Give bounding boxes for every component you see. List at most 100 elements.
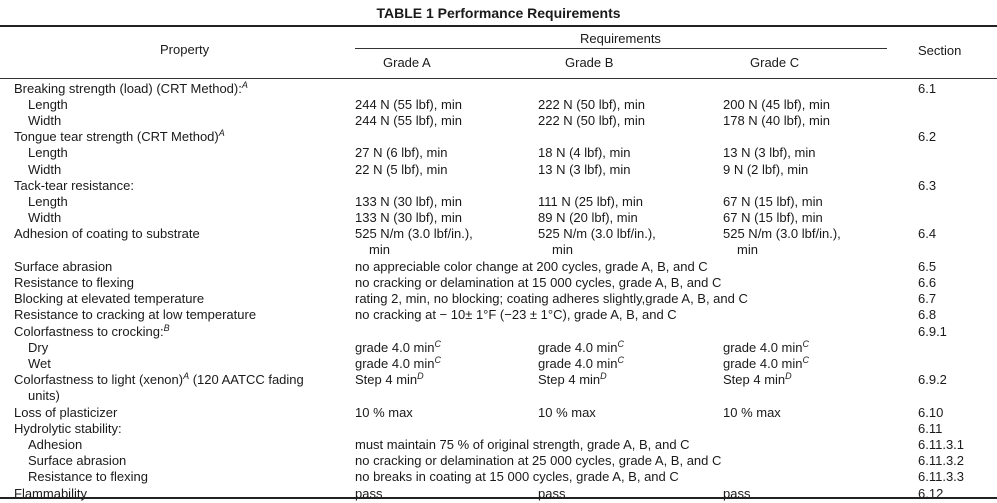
grade-c-value: 67 N (15 lbf), min [723, 210, 823, 226]
table-row: Length 133 N (30 lbf), min 111 N (25 lbf),… [0, 194, 997, 210]
requirement-all-grades: rating 2, min, no blocking; coating adhe… [355, 291, 748, 307]
grade-c-value: 67 N (15 lbf), min [723, 194, 823, 210]
grade-c-value: 178 N (40 lbf), min [723, 113, 830, 129]
property-label: Width [28, 210, 62, 226]
requirements-rule [355, 48, 887, 49]
header-section: Section [918, 43, 962, 58]
section-number: 6.1 [918, 80, 937, 96]
table-row: Resistance to flexing no breaks in coatin… [0, 469, 997, 485]
footnote-marker: C [434, 354, 442, 365]
section-number: 6.4 [918, 226, 937, 242]
property-label: Surface abrasion [14, 258, 113, 274]
value-text: Step 4 min [538, 372, 601, 388]
grade-a-value: 244 N (55 lbf), min [355, 97, 462, 113]
grade-a-value: 244 N (55 lbf), min [355, 113, 462, 129]
section-number: 6.2 [918, 129, 937, 145]
value-text: 111 N (25 lbf), min [538, 193, 644, 209]
value-text: 27 N (6 lbf), min [355, 145, 448, 161]
bottom-rule [0, 497, 997, 499]
property-cell: Surface abrasion [28, 453, 126, 469]
property-cell: Colorfastness to light (xenon)A (120 AAT… [14, 371, 304, 404]
grade-b-value: grade 4.0 minC [538, 338, 625, 356]
grade-c-value: 10 % max [723, 405, 781, 421]
section-number: 6.11.3.2 [918, 453, 965, 469]
section-number: 6.8 [918, 307, 937, 323]
footnote-marker: C [802, 354, 810, 365]
property-label: Tongue tear strength (CRT Method) [14, 129, 219, 145]
table-row: Width 133 N (30 lbf), min 89 N (20 lbf), m… [0, 210, 997, 226]
property-label: Loss of plasticizer [14, 404, 118, 420]
value-text: grade 4.0 min [355, 339, 435, 355]
property-label: Blocking at elevated temperature [14, 291, 205, 307]
grade-a-value: 22 N (5 lbf), min [355, 162, 447, 178]
header-property: Property [160, 42, 210, 57]
table-row: Tack-tear resistance: 6.3 [0, 178, 997, 194]
footnote-marker: C [617, 354, 625, 365]
section-number: 6.7 [918, 291, 937, 307]
property-cell: Wet [28, 356, 51, 372]
property-label: Wet [28, 355, 51, 371]
table-row: Blocking at elevated temperature rating 2… [0, 291, 997, 307]
value-text: pass [355, 485, 383, 501]
property-cell: Hydrolytic stability: [14, 421, 122, 437]
property-cell: Length [28, 194, 68, 210]
grade-a-value: grade 4.0 minC [355, 354, 442, 372]
requirement-all-grades: no cracking or delamination at 15 000 cy… [355, 274, 722, 290]
value-text: 244 N (55 lbf), min [355, 112, 462, 128]
property-label: Adhesion of coating to substrate [14, 226, 200, 242]
value-text: 178 N (40 lbf), min [723, 112, 830, 128]
grade-b-value: grade 4.0 minC [538, 354, 625, 372]
header-requirements: Requirements [580, 31, 661, 46]
grade-b-value: 89 N (20 lbf), min [538, 210, 638, 226]
grade-a-value: 525 N/m (3.0 lbf/in.), min [355, 226, 473, 257]
value-text: 10 % max [723, 404, 781, 420]
section-number: 6.11.3.3 [918, 469, 965, 485]
footnote-marker: D [417, 371, 424, 382]
value-text: 67 N (15 lbf), min [723, 210, 823, 226]
footnote-marker: B [163, 322, 170, 333]
footnote-marker: A [183, 371, 190, 382]
grade-b-value: 222 N (50 lbf), min [538, 97, 645, 113]
requirement-all-grades: no cracking or delamination at 25 000 cy… [355, 453, 722, 469]
value-text: 89 N (20 lbf), min [538, 210, 638, 226]
grade-b-value: 10 % max [538, 405, 596, 421]
property-label: Surface abrasion [28, 453, 127, 469]
value-text: 525 N/m (3.0 lbf/in.), [723, 226, 841, 242]
property-label: Width [28, 112, 62, 128]
property-cell: Tack-tear resistance: [14, 178, 134, 194]
value-line2: min [369, 242, 390, 258]
footnote-marker: A [241, 79, 248, 90]
property-label: Flammability [14, 485, 87, 501]
property-cell: Adhesion [28, 437, 82, 453]
property-cell: Width [28, 210, 61, 226]
section-number: 6.11.3.1 [918, 436, 965, 452]
table-row: Length 244 N (55 lbf), min 222 N (50 lbf),… [0, 97, 997, 113]
grade-c-value: 200 N (45 lbf), min [723, 97, 830, 113]
footnote-marker: A [218, 128, 225, 139]
value-text: grade 4.0 min [538, 355, 618, 371]
requirement-all-grades: no cracking at − 10± 1°F (−23 ± 1°C), gr… [355, 307, 677, 323]
footnote-marker: D [785, 371, 792, 382]
header-grade-c: Grade C [750, 55, 800, 70]
footnote-marker: C [434, 338, 442, 349]
value-text: grade 4.0 min [723, 339, 803, 355]
property-label: Adhesion [28, 436, 83, 452]
footnote-marker: C [617, 338, 625, 349]
property-cell: Length [28, 145, 68, 161]
grade-a-value: grade 4.0 minC [355, 338, 442, 356]
value-text: grade 4.0 min [723, 355, 803, 371]
property-label: Dry [28, 339, 49, 355]
value-text: 10 % max [355, 404, 413, 420]
footnote-marker: D [600, 371, 607, 382]
table-title: TABLE 1 Performance Requirements [376, 5, 621, 21]
property-cell: Width [28, 113, 61, 129]
table-row: Dry grade 4.0 minC grade 4.0 minC grade 4.0… [0, 338, 997, 356]
grade-b-value: 525 N/m (3.0 lbf/in.), min [538, 226, 656, 257]
table-row: Tongue tear strength (CRT Method)A 6.2 [0, 129, 997, 145]
value-text: Step 4 min [723, 372, 786, 388]
property-label: Width [28, 161, 62, 177]
section-number: 6.3 [918, 177, 937, 193]
value-line2: min [737, 242, 758, 258]
table-row: Width 244 N (55 lbf), min 222 N (50 lbf), … [0, 113, 997, 129]
grade-b-value: pass [538, 486, 565, 502]
